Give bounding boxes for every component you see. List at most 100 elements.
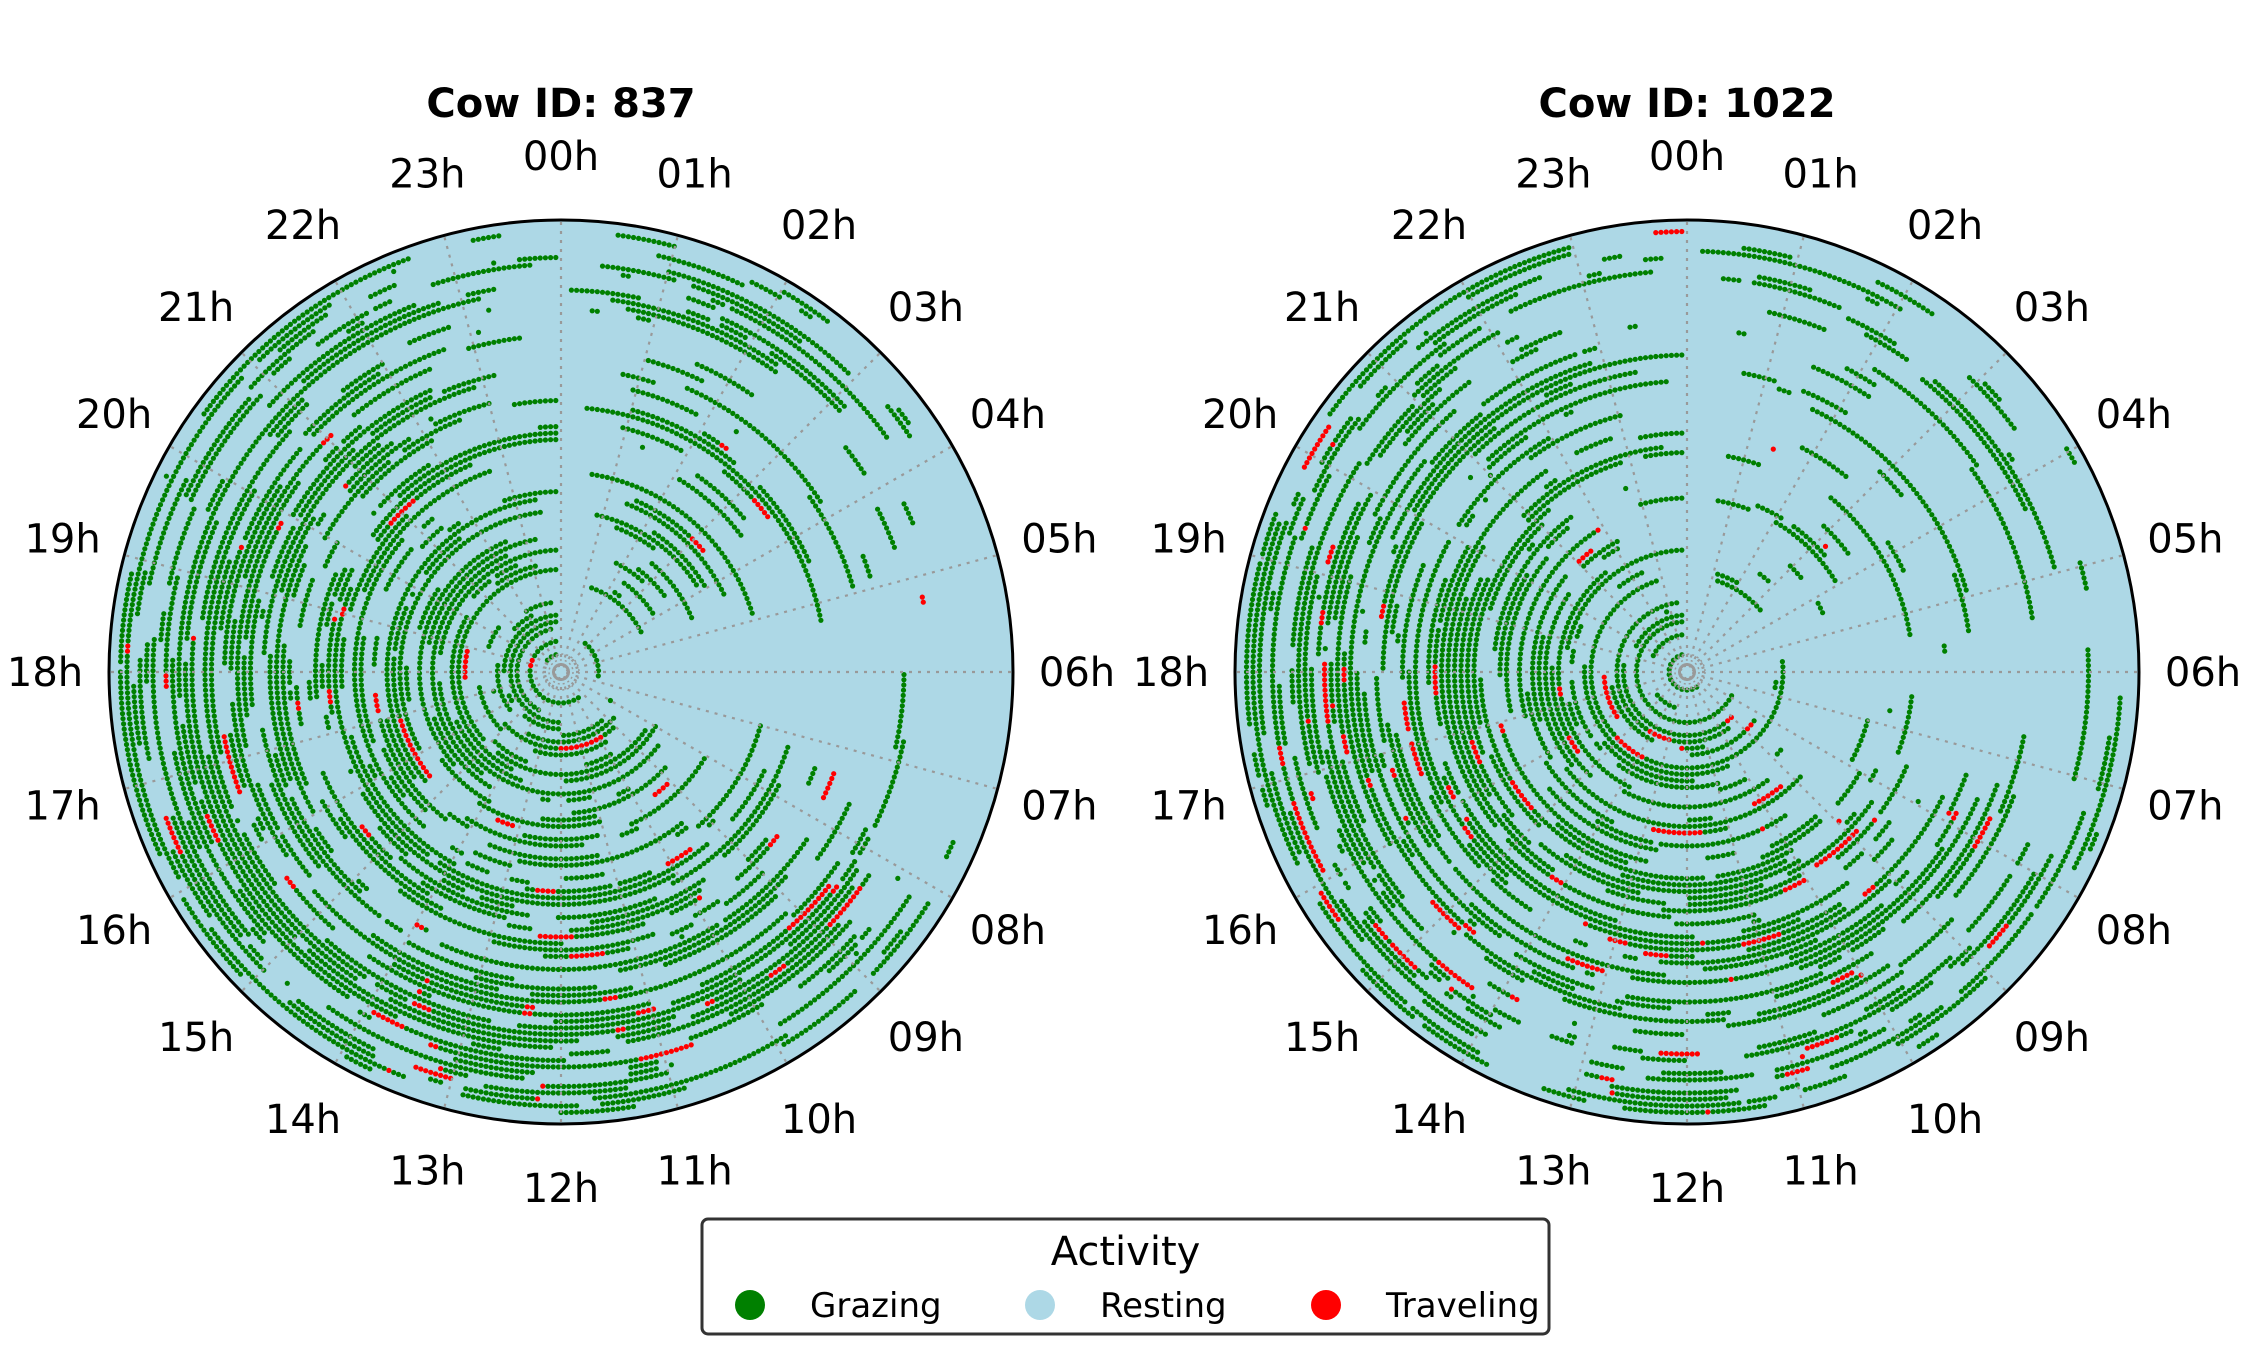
grazing-point [360,610,366,616]
grazing-point [576,894,582,900]
grazing-point [362,380,368,386]
grazing-point [692,971,698,977]
grazing-point [246,583,252,589]
grazing-point [553,856,559,862]
grazing-point [672,958,678,964]
grazing-point [727,378,733,384]
grazing-point [416,791,422,797]
traveling-point [834,884,840,890]
grazing-point [359,646,365,652]
grazing-point [347,572,353,578]
grazing-point [545,895,551,901]
grazing-point [493,629,499,635]
grazing-point [682,954,688,960]
grazing-point [598,742,604,748]
grazing-point [391,661,397,667]
grazing-point [639,732,645,738]
grazing-point [392,792,399,799]
grazing-point [832,926,838,932]
grazing-point [837,549,843,555]
grazing-point [669,443,675,449]
grazing-point [518,756,524,762]
grazing-point [468,953,474,959]
grazing-point [302,602,308,608]
grazing-point [407,614,413,620]
grazing-point [606,781,612,787]
grazing-point [424,905,430,911]
grazing-point [403,761,409,767]
grazing-point [550,992,556,999]
grazing-point [341,820,347,827]
grazing-point [272,588,278,594]
grazing-point [646,534,652,540]
grazing-point [469,898,475,904]
grazing-point [435,472,441,478]
grazing-point [537,490,543,496]
grazing-point [669,421,675,427]
grazing-point [353,697,360,704]
grazing-point [399,847,405,854]
grazing-point [501,662,507,669]
grazing-point [202,687,209,693]
grazing-point [674,402,680,408]
grazing-point [297,716,303,722]
grazing-point [483,765,489,771]
grazing-point [696,887,702,894]
grazing-point [292,567,298,574]
grazing-point [284,554,290,560]
grazing-point [396,957,402,963]
grazing-point [553,1018,559,1025]
grazing-point [508,773,514,779]
grazing-point [443,711,450,717]
grazing-point [268,695,274,701]
grazing-point [245,588,251,594]
grazing-point [571,790,577,796]
grazing-point [227,732,234,738]
grazing-point [386,533,392,539]
grazing-point [710,940,716,946]
grazing-point [714,982,720,988]
grazing-point [290,572,297,578]
grazing-point [249,573,255,579]
grazing-point [894,764,900,770]
grazing-point [862,841,869,847]
grazing-point [770,938,777,944]
grazing-point [558,1012,564,1018]
grazing-point [723,984,729,991]
grazing-point [640,598,647,604]
grazing-point [517,440,523,446]
grazing-point [251,568,257,574]
grazing-point [399,872,405,879]
grazing-point [733,337,739,343]
grazing-point [415,799,421,805]
grazing-point [791,929,797,936]
grazing-point [848,578,854,584]
grazing-point [247,665,254,671]
grazing-point [421,1012,427,1018]
grazing-point [282,424,288,430]
grazing-point [318,616,324,622]
grazing-point [189,656,195,662]
grazing-point [423,711,429,717]
grazing-point [477,793,483,799]
grazing-point [322,839,328,845]
grazing-point [664,905,670,911]
grazing-point [796,553,803,560]
grazing-point [566,791,572,797]
traveling-point [568,953,575,959]
grazing-point [458,690,464,696]
traveling-point [563,745,569,751]
grazing-point [313,657,319,663]
grazing-point [346,591,352,597]
grazing-point [437,681,443,687]
grazing-point [429,596,435,602]
grazing-point [538,645,545,651]
grazing-point [647,779,653,785]
grazing-point [558,953,564,960]
grazing-point [509,995,515,1001]
grazing-point [586,726,592,732]
grazing-point [437,711,443,717]
grazing-point [704,366,710,372]
grazing-point [656,533,662,539]
grazing-point [271,568,277,574]
